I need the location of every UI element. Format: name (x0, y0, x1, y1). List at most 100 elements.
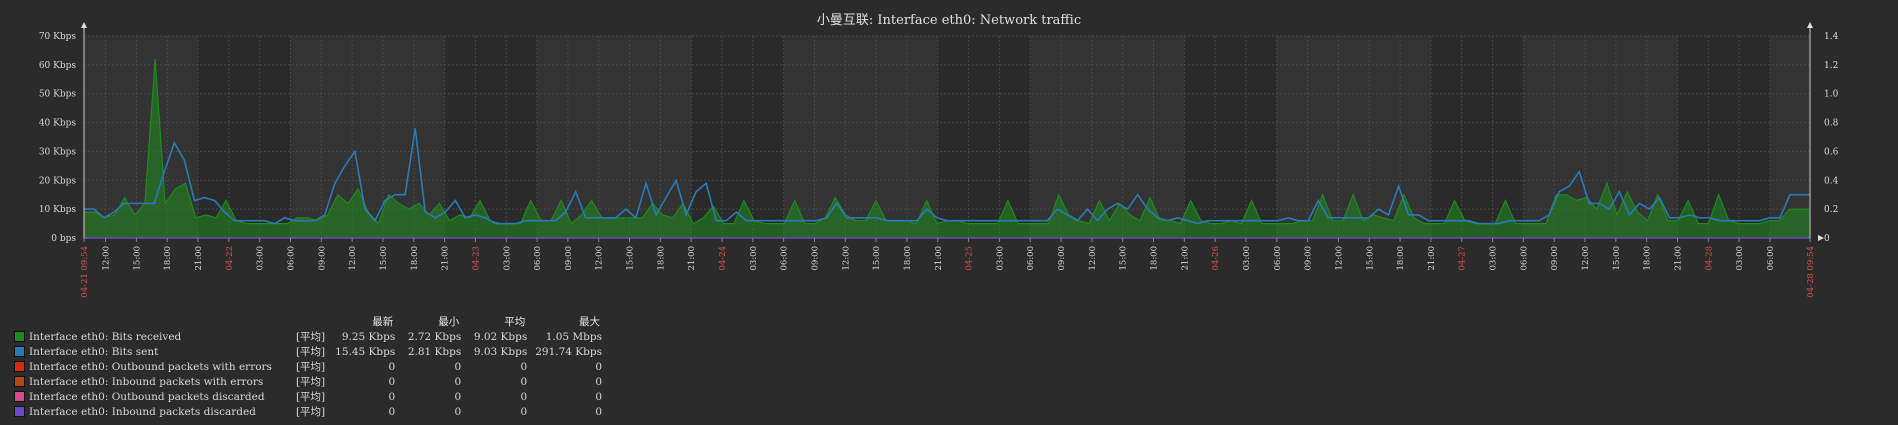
legend-series-cell: Interface eth0: Inbound packets discarde… (10, 404, 276, 419)
x-tick-label: 06:00 (1273, 246, 1283, 271)
night-bands (84, 36, 1810, 238)
x-tick-label: 15:00 (872, 246, 882, 271)
legend-max-value: 0 (595, 375, 602, 388)
legend-series-cell: Interface eth0: Bits received (10, 329, 276, 344)
legend-last-value: 0 (388, 405, 396, 418)
x-tick-label: 04-27 (1458, 246, 1468, 271)
legend-function: [平均] (295, 361, 326, 373)
y-right-tick-label: 0.8 (1824, 119, 1839, 129)
legend-function: [平均] (295, 376, 326, 388)
legend-avg-value: 0 (520, 390, 528, 403)
legend-avg-value: 0 (520, 360, 528, 373)
y-left-tick-label: 40 Kbps (39, 119, 77, 129)
x-tick-label: 18:00 (903, 246, 913, 271)
night-band (444, 36, 538, 238)
legend-min-value: 0 (454, 375, 462, 388)
x-tick-label: 12:00 (841, 246, 851, 271)
legend-series-name: Interface eth0: Outbound packets discard… (29, 390, 265, 403)
x-tick-label: 18:00 (163, 246, 173, 271)
legend-swatch (14, 361, 25, 372)
night-band (1430, 36, 1524, 238)
grid-lines (84, 35, 1810, 238)
series-sent-line (84, 128, 1810, 225)
y-left-tick-label: 10 Kbps (39, 205, 77, 215)
x-tick-label: 12:00 (1334, 246, 1344, 271)
legend-table: 最新 最小 平均 最大 Interface eth0: Bits receive… (10, 314, 606, 419)
x-tick-label: 21:00 (1427, 246, 1437, 271)
x-tick-label: 06:00 (780, 246, 790, 271)
legend-max-value: 0 (595, 405, 602, 418)
legend-avg-value: 0 (520, 405, 528, 418)
x-tick-label: 21:00 (441, 246, 451, 271)
legend-swatch (14, 376, 25, 387)
x-tick-label: 12:00 (595, 246, 605, 271)
legend-swatch (14, 346, 25, 357)
legend-series-name: Interface eth0: Inbound packets discarde… (29, 405, 256, 418)
x-tick-label: 04-25 (965, 246, 975, 271)
x-tick-label: 12:00 (348, 246, 358, 271)
legend-last-value: 0 (388, 375, 396, 388)
x-tick-label: 18:00 (1643, 246, 1653, 271)
night-band (1677, 36, 1770, 238)
legend: 最新 最小 平均 最大 Interface eth0: Bits receive… (10, 314, 606, 419)
y-left-tick-label: 60 Kbps (39, 61, 77, 71)
y-left-tick-label: 20 Kbps (39, 176, 77, 186)
x-tick-label: 15:00 (132, 246, 142, 271)
legend-function: [平均] (295, 391, 326, 403)
x-tick-label: 18:00 (410, 246, 420, 271)
legend-series-name: Interface eth0: Outbound packets with er… (29, 360, 272, 373)
legend-series-name: Interface eth0: Bits sent (29, 345, 159, 358)
series-received-area (84, 59, 1810, 238)
legend-header-last: 最新 (372, 316, 394, 328)
x-tick-label: 12:00 (1581, 246, 1591, 271)
legend-function: [平均] (295, 346, 326, 358)
legend-function: [平均] (295, 331, 326, 343)
legend-swatch (14, 331, 25, 342)
legend-max-value: 0 (595, 360, 602, 373)
legend-header-min: 最小 (438, 316, 460, 328)
legend-last-value: 0 (388, 390, 396, 403)
y-right-tick-label: 0.6 (1824, 147, 1839, 157)
y-right-tick-label: 0 (1824, 234, 1830, 244)
legend-row: Interface eth0: Bits sent [平均] 15.45 Kbps 2… (10, 344, 606, 359)
x-tick-label: 03:00 (1489, 246, 1499, 271)
x-tick-label: 04-28 09:54 (1806, 246, 1816, 298)
y-right-tick-label: 0.4 (1824, 176, 1839, 186)
legend-body: Interface eth0: Bits received [平均] 9.25 Kb… (10, 329, 606, 419)
legend-series-cell: Interface eth0: Inbound packets with err… (10, 374, 276, 389)
y-left-tick-label: 70 Kbps (39, 32, 77, 42)
legend-max-value: 291.74 Kbps (535, 345, 602, 358)
legend-min-value: 0 (454, 390, 462, 403)
x-tick-label: 06:00 (1519, 246, 1529, 271)
x-arrow-icon (1818, 235, 1824, 241)
x-tick-label: 15:00 (626, 246, 636, 271)
night-band (198, 36, 291, 238)
x-tick-label: 03:00 (256, 246, 266, 271)
legend-min-value: 2.72 Kbps (407, 330, 462, 343)
plot-series (84, 59, 1810, 239)
legend-header-max: 最大 (579, 316, 600, 328)
x-tick-label: 03:00 (1735, 246, 1745, 271)
x-tick-label: 21:00 (194, 246, 204, 271)
legend-series-cell: Interface eth0: Bits sent (10, 344, 276, 359)
x-tick-label: 03:00 (995, 246, 1005, 271)
legend-min-value: 2.81 Kbps (407, 345, 462, 358)
legend-avg-value: 9.02 Kbps (473, 330, 528, 343)
chart-title: 小曼互联: Interface eth0: Network traffic (817, 13, 1081, 28)
x-tick-label: 06:00 (1026, 246, 1036, 271)
night-band (691, 36, 784, 238)
legend-header-avg: 平均 (504, 316, 526, 328)
legend-row: Interface eth0: Bits received [平均] 9.25 Kb… (10, 329, 606, 344)
x-tick-label: 15:00 (1612, 246, 1622, 271)
legend-row: Interface eth0: Outbound packets discard… (10, 389, 606, 404)
x-tick-label: 09:00 (810, 246, 820, 271)
y-left-tick-label: 0 bps (51, 234, 76, 244)
x-tick-label: 09:00 (1550, 246, 1560, 271)
x-tick-label: 06:00 (1766, 246, 1776, 271)
x-tick-label: 04-28 (1704, 246, 1714, 271)
x-tick-label: 21:00 (934, 246, 944, 271)
legend-min-value: 0 (454, 405, 462, 418)
x-tick-label: 09:00 (1057, 246, 1067, 271)
y-right-tick-label: 1.4 (1824, 32, 1839, 42)
